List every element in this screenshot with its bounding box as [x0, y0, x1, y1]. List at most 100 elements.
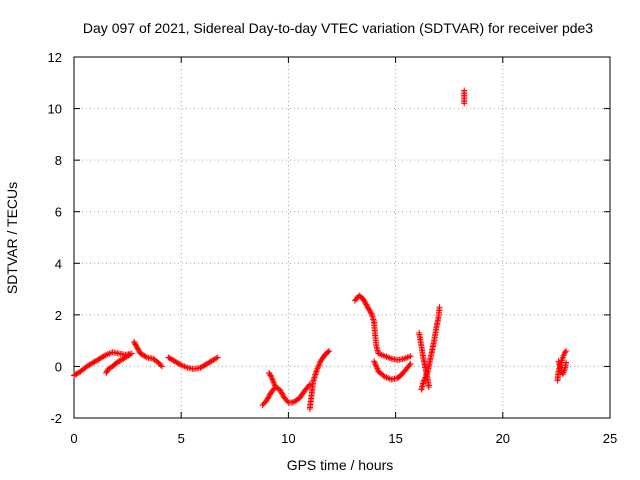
data-point — [131, 340, 138, 347]
data-point — [461, 100, 468, 107]
data-point — [371, 358, 378, 365]
data-point — [407, 360, 414, 367]
data-point — [103, 368, 110, 375]
data-point — [214, 354, 221, 361]
data-point — [364, 302, 371, 309]
data-point — [132, 341, 139, 348]
data-point — [133, 344, 140, 351]
data-point — [563, 359, 570, 366]
data-point — [135, 346, 142, 353]
data-point — [563, 347, 570, 354]
data-point — [131, 338, 138, 345]
data-point — [126, 351, 133, 358]
data-point — [326, 347, 333, 354]
data-point — [361, 297, 368, 304]
data-point — [264, 395, 271, 402]
data-point — [363, 301, 370, 308]
data-point — [361, 298, 368, 305]
data-point — [278, 389, 285, 396]
data-point — [103, 369, 110, 376]
data-point — [284, 398, 291, 405]
data-point — [360, 296, 367, 303]
data-point — [125, 352, 132, 359]
data-point — [314, 365, 321, 372]
data-point — [136, 347, 143, 354]
x-axis-ticks: 0 5 10 15 20 25 — [70, 57, 617, 446]
x-tick-label: 0 — [70, 431, 77, 446]
data-point — [407, 353, 414, 360]
data-point — [277, 387, 284, 394]
data-points — [71, 87, 570, 412]
y-tick-label: -2 — [50, 411, 62, 426]
data-point — [270, 378, 277, 385]
grid-lines — [74, 57, 610, 418]
data-point — [325, 348, 332, 355]
data-point — [271, 381, 278, 388]
data-point — [267, 372, 274, 379]
data-point — [373, 364, 380, 371]
y-axis-ticks: -2 0 2 4 6 8 10 12 — [48, 50, 610, 426]
data-point — [276, 386, 283, 393]
x-tick-label: 10 — [281, 431, 295, 446]
data-point — [406, 362, 413, 369]
data-point — [133, 342, 140, 349]
x-axis-label: GPS time / hours — [287, 457, 394, 473]
data-point — [372, 361, 379, 368]
data-point — [436, 304, 443, 311]
x-tick-label: 20 — [496, 431, 510, 446]
data-point — [421, 375, 428, 382]
data-point — [365, 305, 372, 312]
data-point — [420, 378, 427, 385]
data-point — [371, 359, 378, 366]
x-tick-label: 25 — [603, 431, 617, 446]
data-point — [270, 379, 277, 386]
data-point — [316, 359, 323, 366]
data-point — [268, 373, 275, 380]
data-point — [374, 365, 381, 372]
data-point — [362, 300, 369, 307]
x-tick-label: 5 — [178, 431, 185, 446]
data-point — [157, 362, 164, 369]
data-point — [366, 307, 373, 314]
y-tick-label: 8 — [55, 153, 62, 168]
data-point — [422, 373, 429, 380]
data-point — [366, 306, 373, 313]
data-point — [425, 384, 432, 391]
data-point — [315, 364, 322, 371]
data-point — [265, 394, 272, 401]
data-point — [268, 375, 275, 382]
data-point — [134, 345, 141, 352]
data-point — [266, 369, 273, 376]
data-point — [305, 382, 312, 389]
data-point — [423, 371, 430, 378]
y-axis-label: SDTVAR / TECUs — [4, 182, 20, 294]
data-point — [421, 377, 428, 384]
data-point — [158, 363, 165, 370]
y-tick-label: 12 — [48, 50, 62, 65]
data-point — [424, 370, 431, 377]
data-point — [313, 367, 320, 374]
data-point — [266, 371, 273, 378]
data-point — [176, 361, 183, 368]
y-tick-label: 6 — [55, 205, 62, 220]
data-point — [364, 304, 371, 311]
data-point — [271, 382, 278, 389]
data-point — [272, 384, 279, 391]
data-point — [213, 355, 220, 362]
data-point — [269, 376, 276, 383]
data-point — [101, 352, 108, 359]
data-point — [263, 396, 270, 403]
plot-frame — [73, 56, 611, 419]
data-point — [367, 309, 374, 316]
data-point — [315, 362, 322, 369]
y-tick-label: 2 — [55, 308, 62, 323]
y-tick-label: 10 — [48, 102, 62, 117]
chart-title: Day 097 of 2021, Sidereal Day-to-day VTE… — [83, 20, 593, 36]
x-tick-label: 15 — [388, 431, 402, 446]
data-point — [278, 390, 285, 397]
data-point — [142, 353, 149, 360]
data-point — [372, 362, 379, 369]
data-point — [266, 391, 273, 398]
data-point — [279, 391, 286, 398]
